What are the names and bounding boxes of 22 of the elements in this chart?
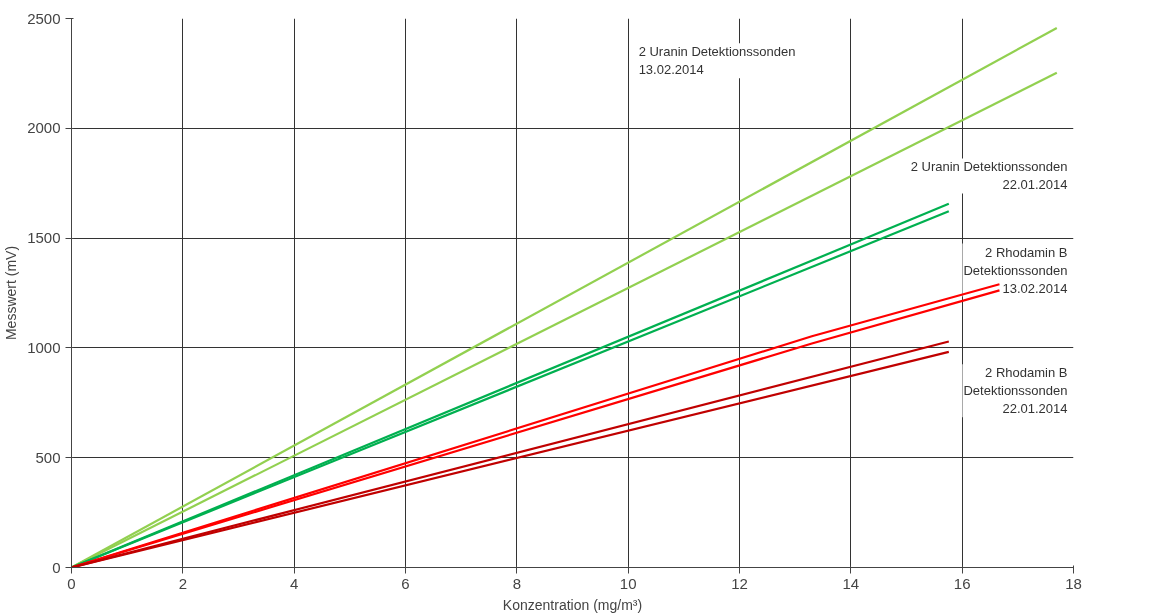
- annotation: 2 Rhodamin B Detektionssonden 13.02.2014: [963, 244, 1068, 296]
- x-tick-label: 12: [731, 574, 748, 592]
- annotation: 2 Uranin Detektionssonden 13.02.2014: [638, 44, 796, 78]
- x-tick-label: 14: [842, 574, 860, 592]
- x-tick-label: 16: [953, 574, 971, 592]
- annotation: 2 Uranin Detektionssonden 22.01.2014: [910, 159, 1068, 193]
- x-tick-label: 2: [178, 574, 188, 592]
- y-tick-label: 2000: [27, 119, 61, 137]
- x-tick-label: 18: [1065, 574, 1082, 592]
- x-axis-title: Konzentration (mg/m³): [502, 596, 643, 613]
- y-tick-label: 1000: [27, 338, 61, 356]
- x-tick-label: 4: [290, 574, 299, 592]
- y-tick-label: 2500: [27, 9, 61, 27]
- y-axis-title: Messwert (mV): [3, 245, 20, 341]
- y-tick-label: 500: [35, 448, 61, 466]
- y-tick-label: 0: [52, 558, 61, 576]
- x-tick-label: 0: [67, 574, 76, 592]
- annotation: 2 Rhodamin B Detektionssonden 22.01.2014: [963, 365, 1068, 417]
- x-tick-label: 8: [512, 574, 522, 592]
- x-tick-label: 10: [619, 574, 637, 592]
- x-tick-label: 6: [401, 574, 410, 592]
- y-tick-label: 1500: [27, 229, 61, 247]
